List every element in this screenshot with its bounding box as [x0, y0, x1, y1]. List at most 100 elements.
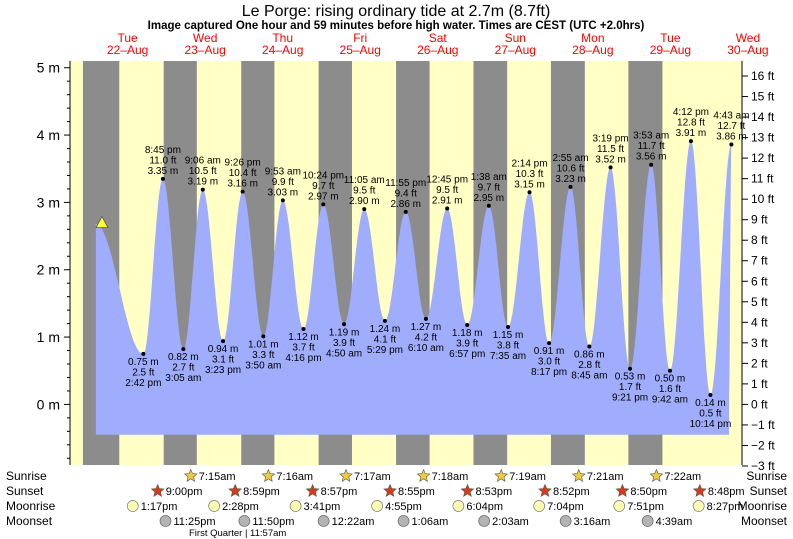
sunrise-time-4: 7:19am — [509, 471, 546, 483]
extreme-dot-27 — [688, 139, 693, 144]
extreme-label-9-1: 9.7 ft — [312, 181, 334, 192]
extreme-label-22-1: 2.8 ft — [578, 360, 600, 371]
chart-title: Le Porge: rising ordinary tide at 2.7m (… — [242, 3, 551, 20]
extreme-label-16-1: 3.9 ft — [456, 338, 478, 349]
extreme-label-13-1: 9.4 ft — [395, 188, 417, 199]
astronomy-rows: Sunrise Sunset Moonrise Moonset Sunrise … — [6, 468, 788, 539]
extreme-label-6-0: 1.01 m — [248, 339, 279, 350]
day-label-dow-6: Mon — [581, 31, 604, 45]
left-tick-label-4: 4 m — [37, 127, 60, 143]
moonset-time-5: 3:16am — [574, 516, 611, 528]
left-tick-label-0: 0 m — [37, 396, 60, 412]
sunset-time-2: 8:57pm — [321, 486, 358, 498]
extreme-label-21-2: 3.23 m — [555, 174, 586, 185]
extreme-dot-7 — [280, 198, 285, 203]
right-tick-label-6: 3 ft — [751, 336, 768, 350]
right-tick-label-13: 10 ft — [751, 192, 775, 206]
sunrise-icon-4 — [494, 468, 509, 482]
right-tick-label-9: 6 ft — [751, 274, 768, 288]
right-tick-label-8: 5 ft — [751, 295, 768, 309]
extreme-label-23-0: 3:19 pm — [593, 133, 629, 144]
moonrise-time-3: 4:55pm — [385, 501, 422, 513]
right-tick-label-16: 13 ft — [751, 131, 775, 145]
extreme-label-21-0: 2:55 am — [552, 153, 588, 164]
sunrise-row-label-left: Sunrise — [6, 469, 47, 483]
extreme-label-0-2: 2:42 pm — [125, 378, 161, 389]
day-label-dow-3: Fri — [353, 31, 367, 45]
extreme-label-20-0: 0.91 m — [534, 346, 565, 357]
sunrise-icon-1 — [261, 468, 276, 482]
sunrise-time-5: 7:21am — [587, 471, 624, 483]
chart-subtitle: Image captured One hour and 59 minutes b… — [148, 20, 645, 32]
extreme-label-13-2: 2.86 m — [390, 199, 421, 210]
extreme-label-12-1: 4.1 ft — [374, 334, 396, 345]
right-tick-label-3: 0 ft — [751, 397, 768, 411]
moonrise-time-2: 3:41pm — [304, 501, 341, 513]
day-label-dow-0: Tue — [117, 31, 138, 45]
extreme-dot-8 — [301, 326, 306, 331]
left-tick-label-3: 3 m — [37, 194, 60, 210]
sunset-time-4: 8:53pm — [475, 486, 512, 498]
right-tick-label-5: 2 ft — [751, 356, 768, 370]
moonrise-icon-4 — [452, 500, 465, 512]
extreme-dot-26 — [667, 368, 672, 373]
sunrise-time-3: 7:18am — [432, 471, 469, 483]
extreme-label-25-2: 3.56 m — [636, 152, 667, 163]
extreme-dot-29 — [729, 142, 734, 147]
right-tick-label-10: 7 ft — [751, 254, 768, 268]
axes: 0 m 1 m 2 m 3 m 4 m 5 m −3 ft −2 ft −1 ft 0 ft 1 f… — [37, 60, 776, 473]
extreme-dot-25 — [649, 162, 654, 167]
extreme-label-5-1: 10.4 ft — [229, 168, 257, 179]
right-tick-label-1: −2 ft — [751, 438, 775, 452]
extreme-label-19-0: 2:14 pm — [511, 158, 547, 169]
right-tick-label-15: 12 ft — [751, 151, 775, 165]
left-tick-label-2: 2 m — [37, 262, 60, 278]
day-label-date-5: 27–Aug — [495, 43, 536, 57]
sunset-icon-3 — [383, 483, 397, 497]
extreme-label-12-2: 5:29 pm — [367, 345, 403, 356]
extreme-label-2-2: 3:05 am — [165, 373, 201, 384]
moonset-time-4: 2:03am — [492, 516, 529, 528]
moonset-time-2: 12:22am — [332, 516, 375, 528]
day-label-dow-7: Tue — [660, 31, 681, 45]
sunrise-time-2: 7:17am — [354, 471, 391, 483]
right-tick-label-0: −3 ft — [751, 459, 775, 473]
extreme-label-11-2: 2.90 m — [349, 196, 380, 207]
extreme-dot-11 — [362, 207, 367, 212]
extreme-dot-22 — [587, 344, 592, 349]
moonrise-icon-3 — [371, 500, 383, 512]
extreme-label-28-1: 0.5 ft — [699, 408, 721, 419]
extreme-label-7-1: 9.9 ft — [272, 177, 294, 188]
extreme-label-24-0: 0.53 m — [615, 372, 646, 383]
extreme-label-6-2: 3:50 am — [245, 360, 281, 371]
day-label-date-7: 29–Aug — [650, 43, 691, 57]
day-label-date-3: 25–Aug — [340, 43, 381, 57]
extreme-label-10-2: 4:50 am — [326, 348, 362, 359]
right-tick-label-17: 14 ft — [751, 110, 775, 124]
extreme-label-9-2: 2.97 m — [308, 191, 339, 202]
day-label-date-2: 24–Aug — [262, 43, 303, 57]
moonset-row-label-left: Moonset — [6, 514, 53, 528]
sunset-icon-7 — [692, 483, 707, 497]
extreme-label-13-0: 11:55 pm — [385, 178, 426, 189]
extreme-dot-23 — [608, 165, 613, 170]
extreme-label-26-2: 9:42 am — [652, 395, 688, 406]
extreme-label-15-2: 2.91 m — [432, 195, 463, 206]
extreme-dot-0 — [141, 351, 146, 356]
extreme-label-24-2: 9:21 pm — [612, 393, 648, 404]
extreme-label-14-0: 1.27 m — [411, 322, 442, 333]
extreme-label-8-0: 1.12 m — [288, 332, 319, 343]
extreme-label-7-2: 3.03 m — [268, 187, 299, 198]
right-tick-label-4: 1 ft — [751, 377, 768, 391]
extreme-label-16-2: 6:57 pm — [449, 349, 485, 360]
extreme-label-27-1: 12.8 ft — [677, 118, 705, 129]
extreme-label-24-1: 1.7 ft — [619, 382, 641, 393]
extreme-label-4-1: 3.1 ft — [212, 355, 234, 366]
extreme-label-3-1: 10.5 ft — [189, 166, 217, 177]
day-label-date-1: 23–Aug — [184, 43, 225, 57]
extreme-label-8-1: 3.7 ft — [292, 342, 314, 353]
sunrise-icon-2 — [339, 468, 353, 482]
sunrise-icon-6 — [649, 468, 664, 482]
moonset-icon-3 — [397, 515, 410, 527]
